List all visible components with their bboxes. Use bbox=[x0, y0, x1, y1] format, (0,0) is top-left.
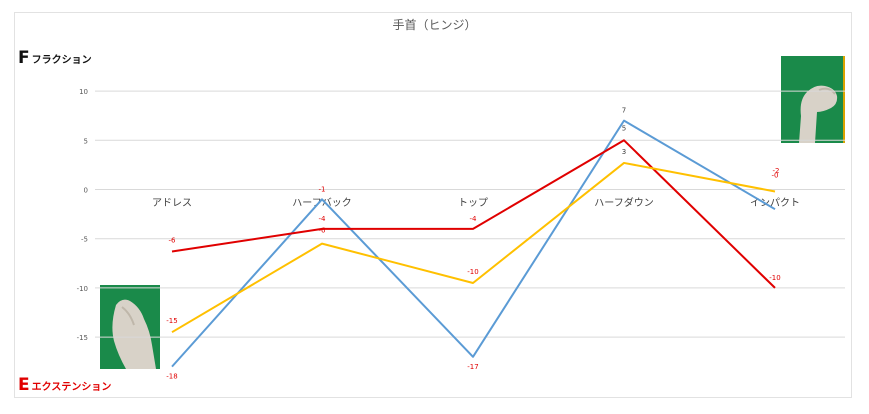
flexion-text: フラクション bbox=[31, 55, 92, 66]
y-tick-label: 0 bbox=[84, 187, 88, 195]
data-label: -4 bbox=[319, 215, 327, 223]
data-label: -15 bbox=[166, 317, 177, 325]
series-line-1 bbox=[171, 119, 776, 368]
y-tick-label: -10 bbox=[77, 285, 88, 293]
data-label: -6 bbox=[319, 227, 327, 235]
series-line-3 bbox=[171, 161, 776, 334]
data-label: 5 bbox=[622, 124, 626, 132]
extension-axis-label: E エクステンション bbox=[18, 375, 111, 395]
data-label: -6 bbox=[169, 236, 177, 244]
flexion-axis-label: F フラクション bbox=[18, 48, 92, 68]
data-label: -10 bbox=[769, 274, 780, 282]
y-tick-label: -15 bbox=[77, 334, 88, 342]
flexion-letter: F bbox=[18, 48, 30, 68]
wrist-extension-photo bbox=[100, 285, 160, 369]
x-category-label: ハーフダウン bbox=[594, 196, 653, 209]
data-label: -0 bbox=[772, 171, 779, 179]
wrist-flexion-photo bbox=[781, 56, 845, 143]
data-label: -1 bbox=[319, 185, 326, 193]
y-tick-label: -5 bbox=[81, 236, 88, 244]
chart-title: 手首（ヒンジ） bbox=[392, 18, 477, 32]
data-label: -18 bbox=[166, 373, 177, 381]
data-label: 7 bbox=[622, 107, 626, 115]
x-category-label: トップ bbox=[458, 197, 488, 209]
y-tick-label: 10 bbox=[79, 88, 88, 96]
data-label: 3 bbox=[622, 148, 626, 156]
data-label: -10 bbox=[467, 268, 478, 276]
extension-letter: E bbox=[18, 375, 30, 395]
x-category-label: アドレス bbox=[152, 198, 192, 209]
data-label: -4 bbox=[470, 215, 478, 223]
series-line-2 bbox=[171, 139, 776, 289]
data-label-extra: -2 bbox=[773, 167, 780, 175]
extension-text: エクステンション bbox=[31, 382, 112, 393]
x-category-label: ハーフバック bbox=[292, 197, 351, 209]
data-label: -17 bbox=[467, 363, 478, 371]
x-category-label: インパクト bbox=[750, 197, 800, 209]
y-tick-label: 5 bbox=[84, 137, 88, 145]
